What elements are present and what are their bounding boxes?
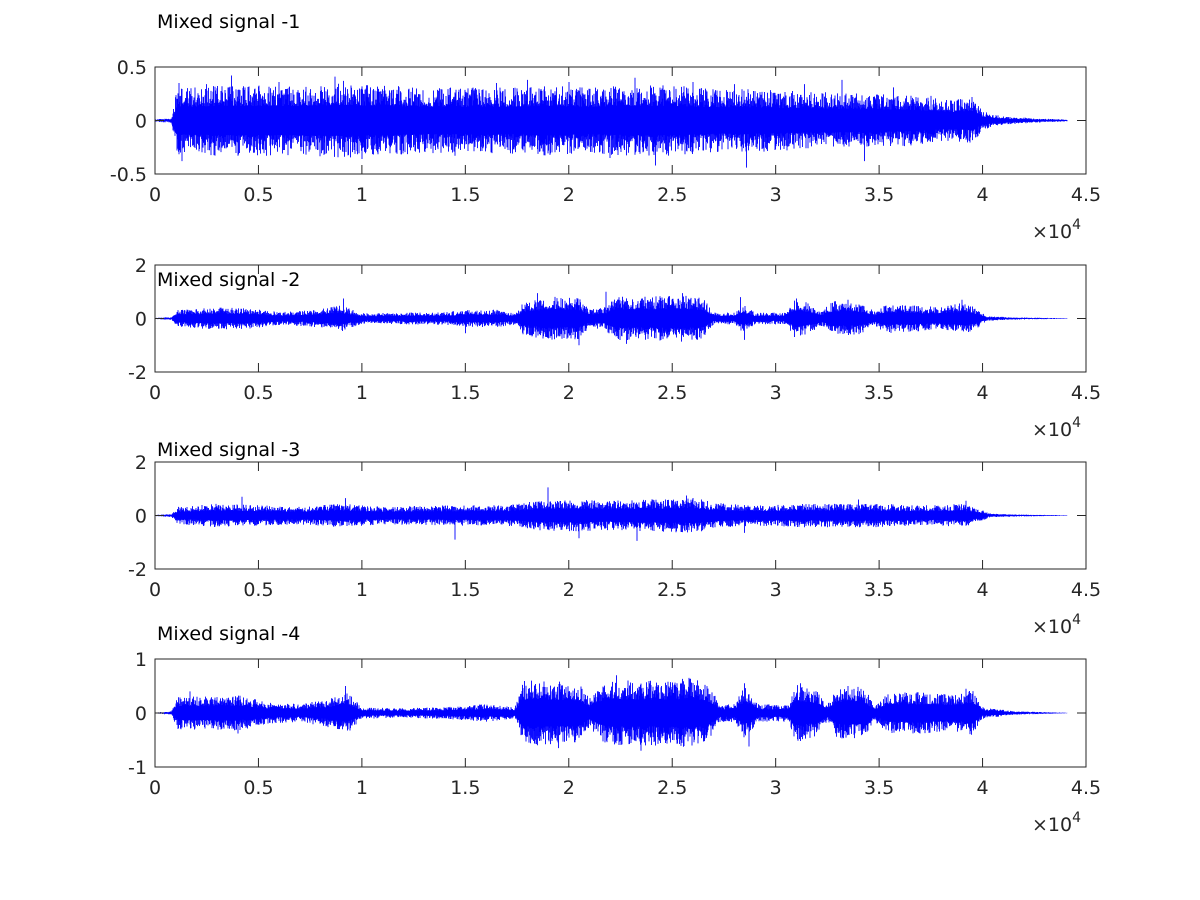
y-tick-label: 0 (135, 309, 147, 331)
x-tick-label: 1.5 (450, 777, 480, 799)
x-tick-label: 2 (563, 777, 575, 799)
y-tick-label: 0 (135, 506, 147, 528)
x-tick-label: 3 (770, 382, 782, 404)
x-tick-label: 4.5 (1071, 382, 1101, 404)
x-tick-label: 0.5 (243, 579, 273, 601)
x-tick-label: 4 (977, 579, 989, 601)
x-tick-label: 1 (356, 184, 368, 206)
y-tick-label: -0.5 (110, 164, 147, 186)
subplot-title: Mixed signal -1 (157, 11, 300, 33)
x-tick-label: 0.5 (243, 184, 273, 206)
x-tick-label: 1.5 (450, 382, 480, 404)
y-tick-label: 1 (135, 649, 147, 671)
x-tick-label: 3.5 (864, 777, 894, 799)
x-tick-label: 3 (770, 777, 782, 799)
subplot-title: Mixed signal -2 (157, 269, 300, 291)
y-tick-label: 0.5 (117, 57, 147, 79)
y-tick-label: -1 (128, 757, 147, 779)
x-tick-label: 2.5 (657, 184, 687, 206)
x-tick-label: 1.5 (450, 579, 480, 601)
y-tick-label: 0 (135, 111, 147, 133)
subplot-title: Mixed signal -3 (157, 439, 300, 461)
x-tick-label: 0 (149, 777, 161, 799)
x-tick-label: 3.5 (864, 184, 894, 206)
x-tick-label: 2.5 (657, 382, 687, 404)
x-tick-label: 4.5 (1071, 579, 1101, 601)
x-tick-label: 0 (149, 382, 161, 404)
x-tick-label: 2 (563, 184, 575, 206)
x-tick-label: 1 (356, 382, 368, 404)
x-tick-label: 1 (356, 777, 368, 799)
x-tick-label: 2 (563, 382, 575, 404)
x-tick-label: 0.5 (243, 382, 273, 404)
x-tick-label: 4 (977, 382, 989, 404)
x-tick-label: 1.5 (450, 184, 480, 206)
x-exponent-label: ×104 (1032, 415, 1081, 441)
y-tick-label: -2 (128, 362, 147, 384)
x-tick-label: 0.5 (243, 777, 273, 799)
x-tick-label: 1 (356, 579, 368, 601)
y-tick-label: 2 (135, 255, 147, 277)
x-tick-label: 0 (149, 184, 161, 206)
x-exponent-label: ×104 (1032, 612, 1081, 638)
x-tick-label: 3 (770, 579, 782, 601)
x-tick-label: 4 (977, 777, 989, 799)
x-tick-label: 2.5 (657, 579, 687, 601)
x-tick-label: 4.5 (1071, 184, 1101, 206)
x-exponent-label: ×104 (1032, 217, 1081, 243)
y-tick-label: -2 (128, 559, 147, 581)
x-tick-label: 2.5 (657, 777, 687, 799)
x-exponent-label: ×104 (1032, 810, 1081, 836)
y-tick-label: 0 (135, 703, 147, 725)
x-tick-label: 3 (770, 184, 782, 206)
x-tick-label: 4.5 (1071, 777, 1101, 799)
x-tick-label: 3.5 (864, 579, 894, 601)
subplot-title: Mixed signal -4 (157, 623, 300, 645)
x-tick-label: 2 (563, 579, 575, 601)
y-tick-label: 2 (135, 452, 147, 474)
x-tick-label: 3.5 (864, 382, 894, 404)
x-tick-label: 4 (977, 184, 989, 206)
x-tick-label: 0 (149, 579, 161, 601)
